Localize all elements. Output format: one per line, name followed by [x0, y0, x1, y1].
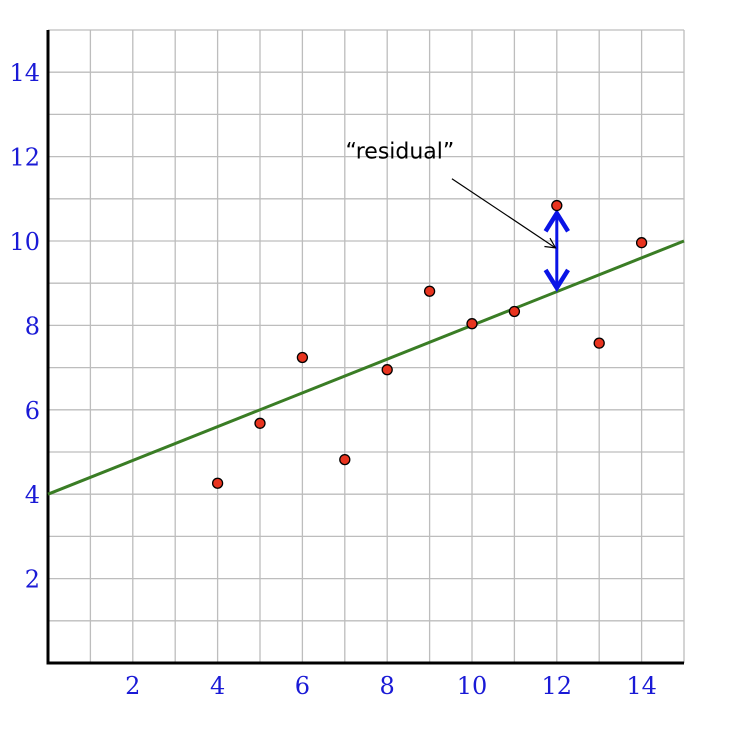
- annotation-group: “residual”: [346, 140, 555, 248]
- x-tick-label: 12: [542, 672, 573, 700]
- y-tick-label: 4: [25, 481, 40, 509]
- x-tick-label: 2: [125, 672, 140, 700]
- y-tick-label: 6: [25, 397, 40, 425]
- data-point: [254, 417, 266, 429]
- axes: [46, 30, 684, 665]
- data-point: [635, 237, 648, 249]
- data-point: [551, 199, 563, 212]
- y-tick-label: 8: [25, 312, 40, 340]
- data-point: [508, 305, 521, 318]
- y-tick-label: 12: [9, 144, 40, 172]
- y-axis-ticks: 2 4 6 8 10 12 14: [9, 59, 40, 593]
- data-point: [593, 337, 605, 349]
- x-tick-label: 4: [210, 672, 225, 700]
- data-point: [466, 318, 478, 330]
- y-tick-label: 10: [9, 228, 40, 256]
- data-point: [296, 351, 309, 364]
- fit-line-group: [47, 239, 685, 496]
- x-tick-label: 6: [295, 672, 310, 700]
- x-tick-label: 10: [457, 672, 488, 700]
- data-points: [211, 199, 648, 489]
- x-axis-ticks: 2 4 6 8 10 12 14: [125, 672, 657, 700]
- data-point: [211, 477, 224, 489]
- residual-annotation: “residual”: [346, 140, 455, 165]
- data-point: [381, 364, 393, 376]
- annotation-arrow: [451, 178, 555, 248]
- fit-line: [47, 239, 685, 496]
- y-tick-label: 14: [9, 59, 40, 87]
- data-point: [423, 285, 436, 297]
- x-tick-label: 14: [626, 672, 657, 700]
- data-point: [339, 453, 351, 466]
- grid: [48, 29, 685, 663]
- y-tick-label: 2: [25, 566, 40, 594]
- x-tick-label: 8: [380, 672, 395, 700]
